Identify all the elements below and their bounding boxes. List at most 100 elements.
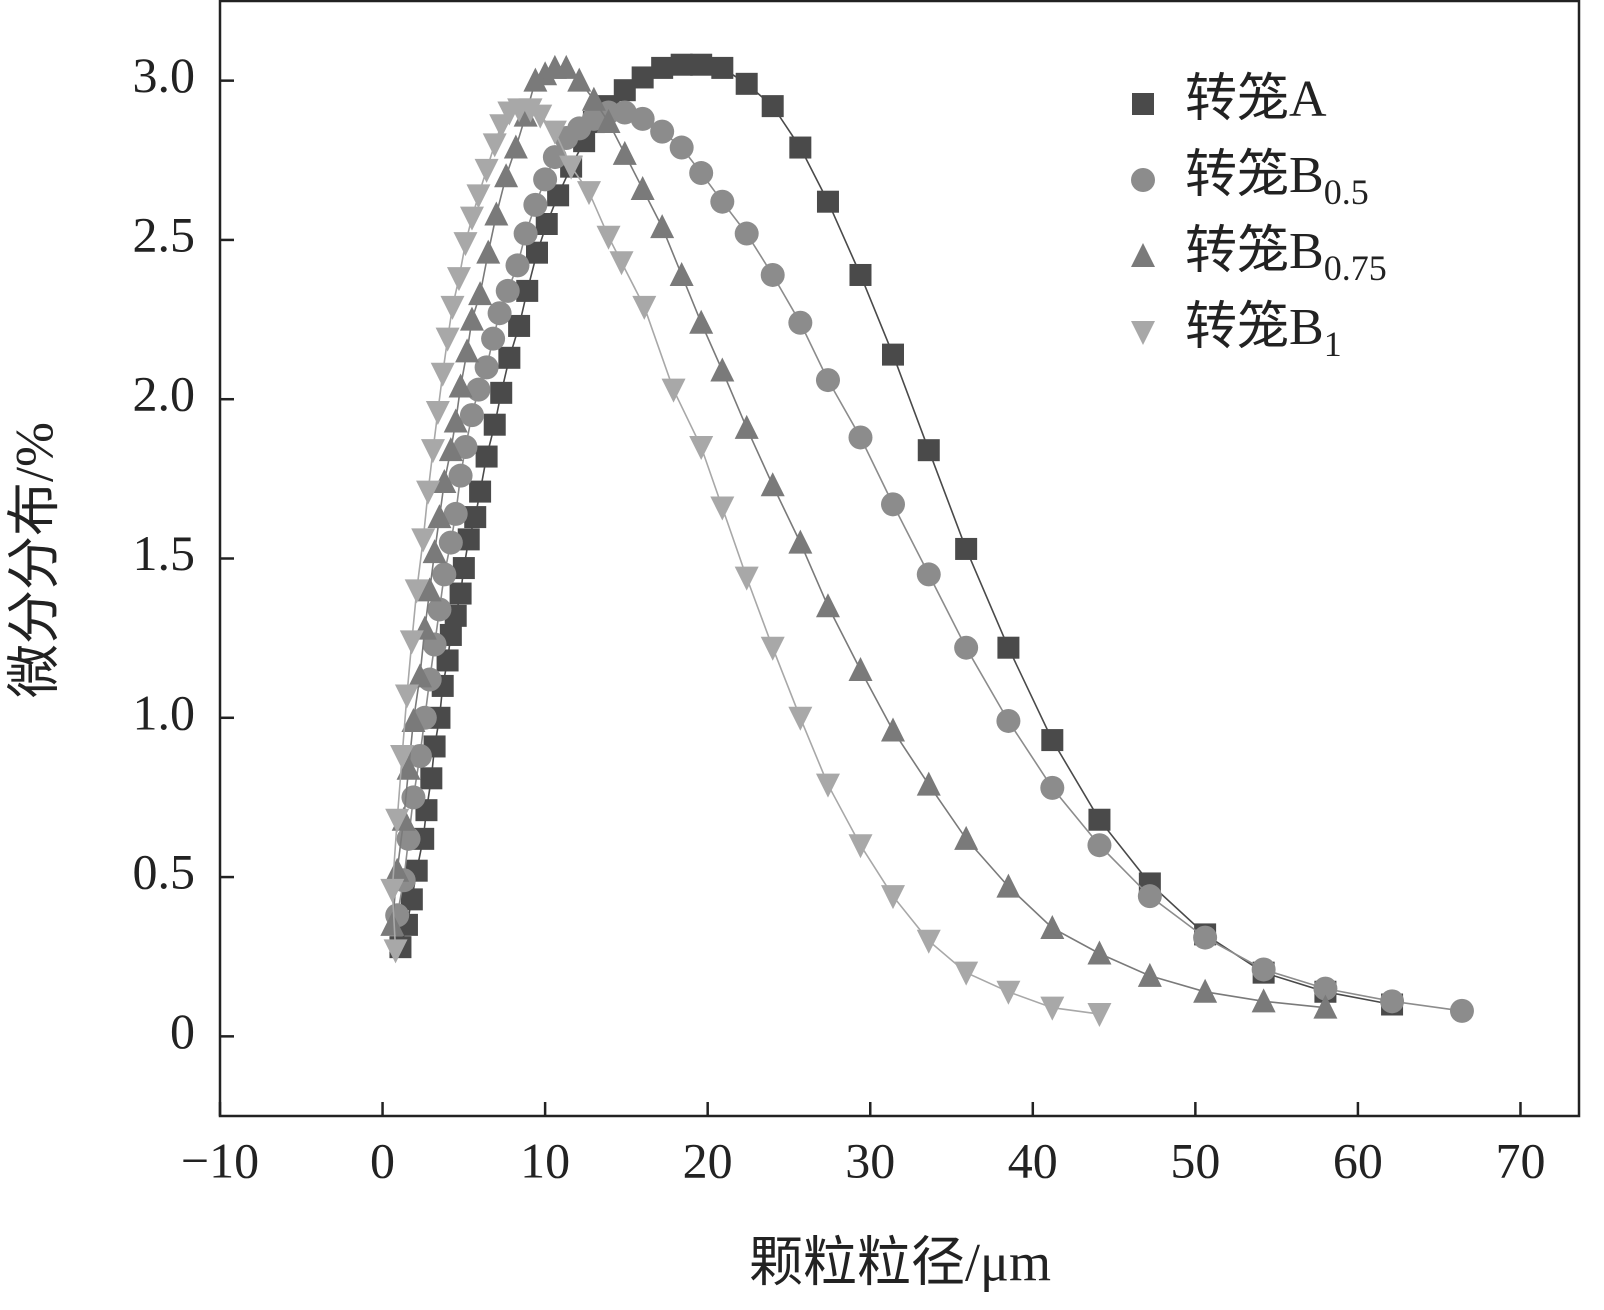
y-tick-label: 0.5 xyxy=(133,844,196,900)
marker xyxy=(466,377,491,402)
marker xyxy=(630,175,655,200)
marker xyxy=(581,86,606,111)
marker xyxy=(1380,989,1405,1014)
marker xyxy=(523,67,548,92)
marker xyxy=(996,873,1021,898)
marker xyxy=(394,684,419,709)
marker xyxy=(481,326,506,351)
marker xyxy=(443,501,468,526)
marker xyxy=(954,635,979,660)
marker xyxy=(1131,321,1155,345)
y-tick-label: 2.5 xyxy=(133,206,196,262)
marker xyxy=(400,888,423,911)
marker xyxy=(848,425,873,450)
marker xyxy=(396,755,421,780)
x-tick-label: 50 xyxy=(1170,1132,1220,1188)
marker xyxy=(525,241,548,264)
marker xyxy=(475,445,498,468)
marker xyxy=(508,314,531,337)
marker xyxy=(380,911,405,936)
marker xyxy=(401,785,426,810)
marker xyxy=(710,357,735,382)
marker xyxy=(436,649,459,672)
y-tick-label: 1.5 xyxy=(133,525,196,581)
marker xyxy=(1251,957,1276,982)
x-tick-label: 20 xyxy=(683,1132,733,1188)
x-axis-label: 颗粒粒径/μm xyxy=(749,1232,1051,1292)
marker xyxy=(385,808,410,833)
marker xyxy=(651,56,674,79)
marker xyxy=(432,469,457,494)
marker xyxy=(469,480,492,503)
marker xyxy=(1137,962,1162,987)
marker xyxy=(669,261,694,286)
marker xyxy=(401,707,426,732)
marker xyxy=(420,767,443,790)
marker xyxy=(760,262,785,287)
marker xyxy=(760,472,785,497)
marker xyxy=(459,206,484,231)
marker xyxy=(596,109,621,134)
y-tick-label: 3.0 xyxy=(133,47,196,103)
marker xyxy=(1087,940,1112,965)
x-tick-label: 40 xyxy=(1008,1132,1058,1188)
marker xyxy=(689,161,714,186)
marker xyxy=(459,403,484,428)
marker xyxy=(457,528,480,551)
marker xyxy=(422,539,447,564)
marker xyxy=(631,66,654,89)
marker xyxy=(399,630,424,655)
x-tick-label: 30 xyxy=(845,1132,895,1188)
marker xyxy=(494,163,519,188)
marker xyxy=(438,530,463,555)
marker xyxy=(513,221,538,246)
marker xyxy=(1087,1003,1112,1028)
marker xyxy=(996,708,1021,733)
marker xyxy=(788,310,813,335)
marker xyxy=(997,636,1020,659)
marker xyxy=(547,184,570,207)
marker xyxy=(815,368,840,393)
marker xyxy=(916,771,941,796)
marker xyxy=(390,745,415,770)
y-axis-label: 微分分布/% xyxy=(4,422,64,698)
marker xyxy=(446,267,471,292)
marker xyxy=(711,56,734,79)
marker xyxy=(689,436,714,460)
marker xyxy=(815,593,840,618)
marker xyxy=(1040,775,1065,800)
marker xyxy=(880,717,905,742)
marker xyxy=(468,281,493,306)
marker xyxy=(734,221,759,246)
marker xyxy=(609,251,634,276)
marker xyxy=(788,706,813,731)
marker xyxy=(1193,978,1218,1003)
marker xyxy=(533,167,558,192)
marker xyxy=(453,435,478,459)
marker xyxy=(596,225,621,250)
marker xyxy=(404,579,429,604)
marker xyxy=(996,980,1021,1005)
marker xyxy=(661,378,686,403)
marker xyxy=(554,54,579,79)
marker xyxy=(954,961,979,986)
marker xyxy=(448,463,473,488)
marker xyxy=(523,192,548,217)
marker xyxy=(420,439,445,464)
marker xyxy=(407,663,432,688)
marker xyxy=(449,582,472,605)
legend-text: 转笼A xyxy=(1185,71,1327,128)
y-tick-label: 1.0 xyxy=(133,684,196,740)
marker xyxy=(490,381,513,404)
marker xyxy=(916,562,941,587)
marker xyxy=(427,504,452,529)
marker xyxy=(567,67,592,92)
marker xyxy=(383,939,408,964)
marker xyxy=(650,119,675,144)
marker xyxy=(734,566,759,591)
marker xyxy=(438,437,463,462)
marker xyxy=(411,528,436,553)
y-tick-label: 2.0 xyxy=(133,366,196,422)
marker xyxy=(455,338,480,363)
